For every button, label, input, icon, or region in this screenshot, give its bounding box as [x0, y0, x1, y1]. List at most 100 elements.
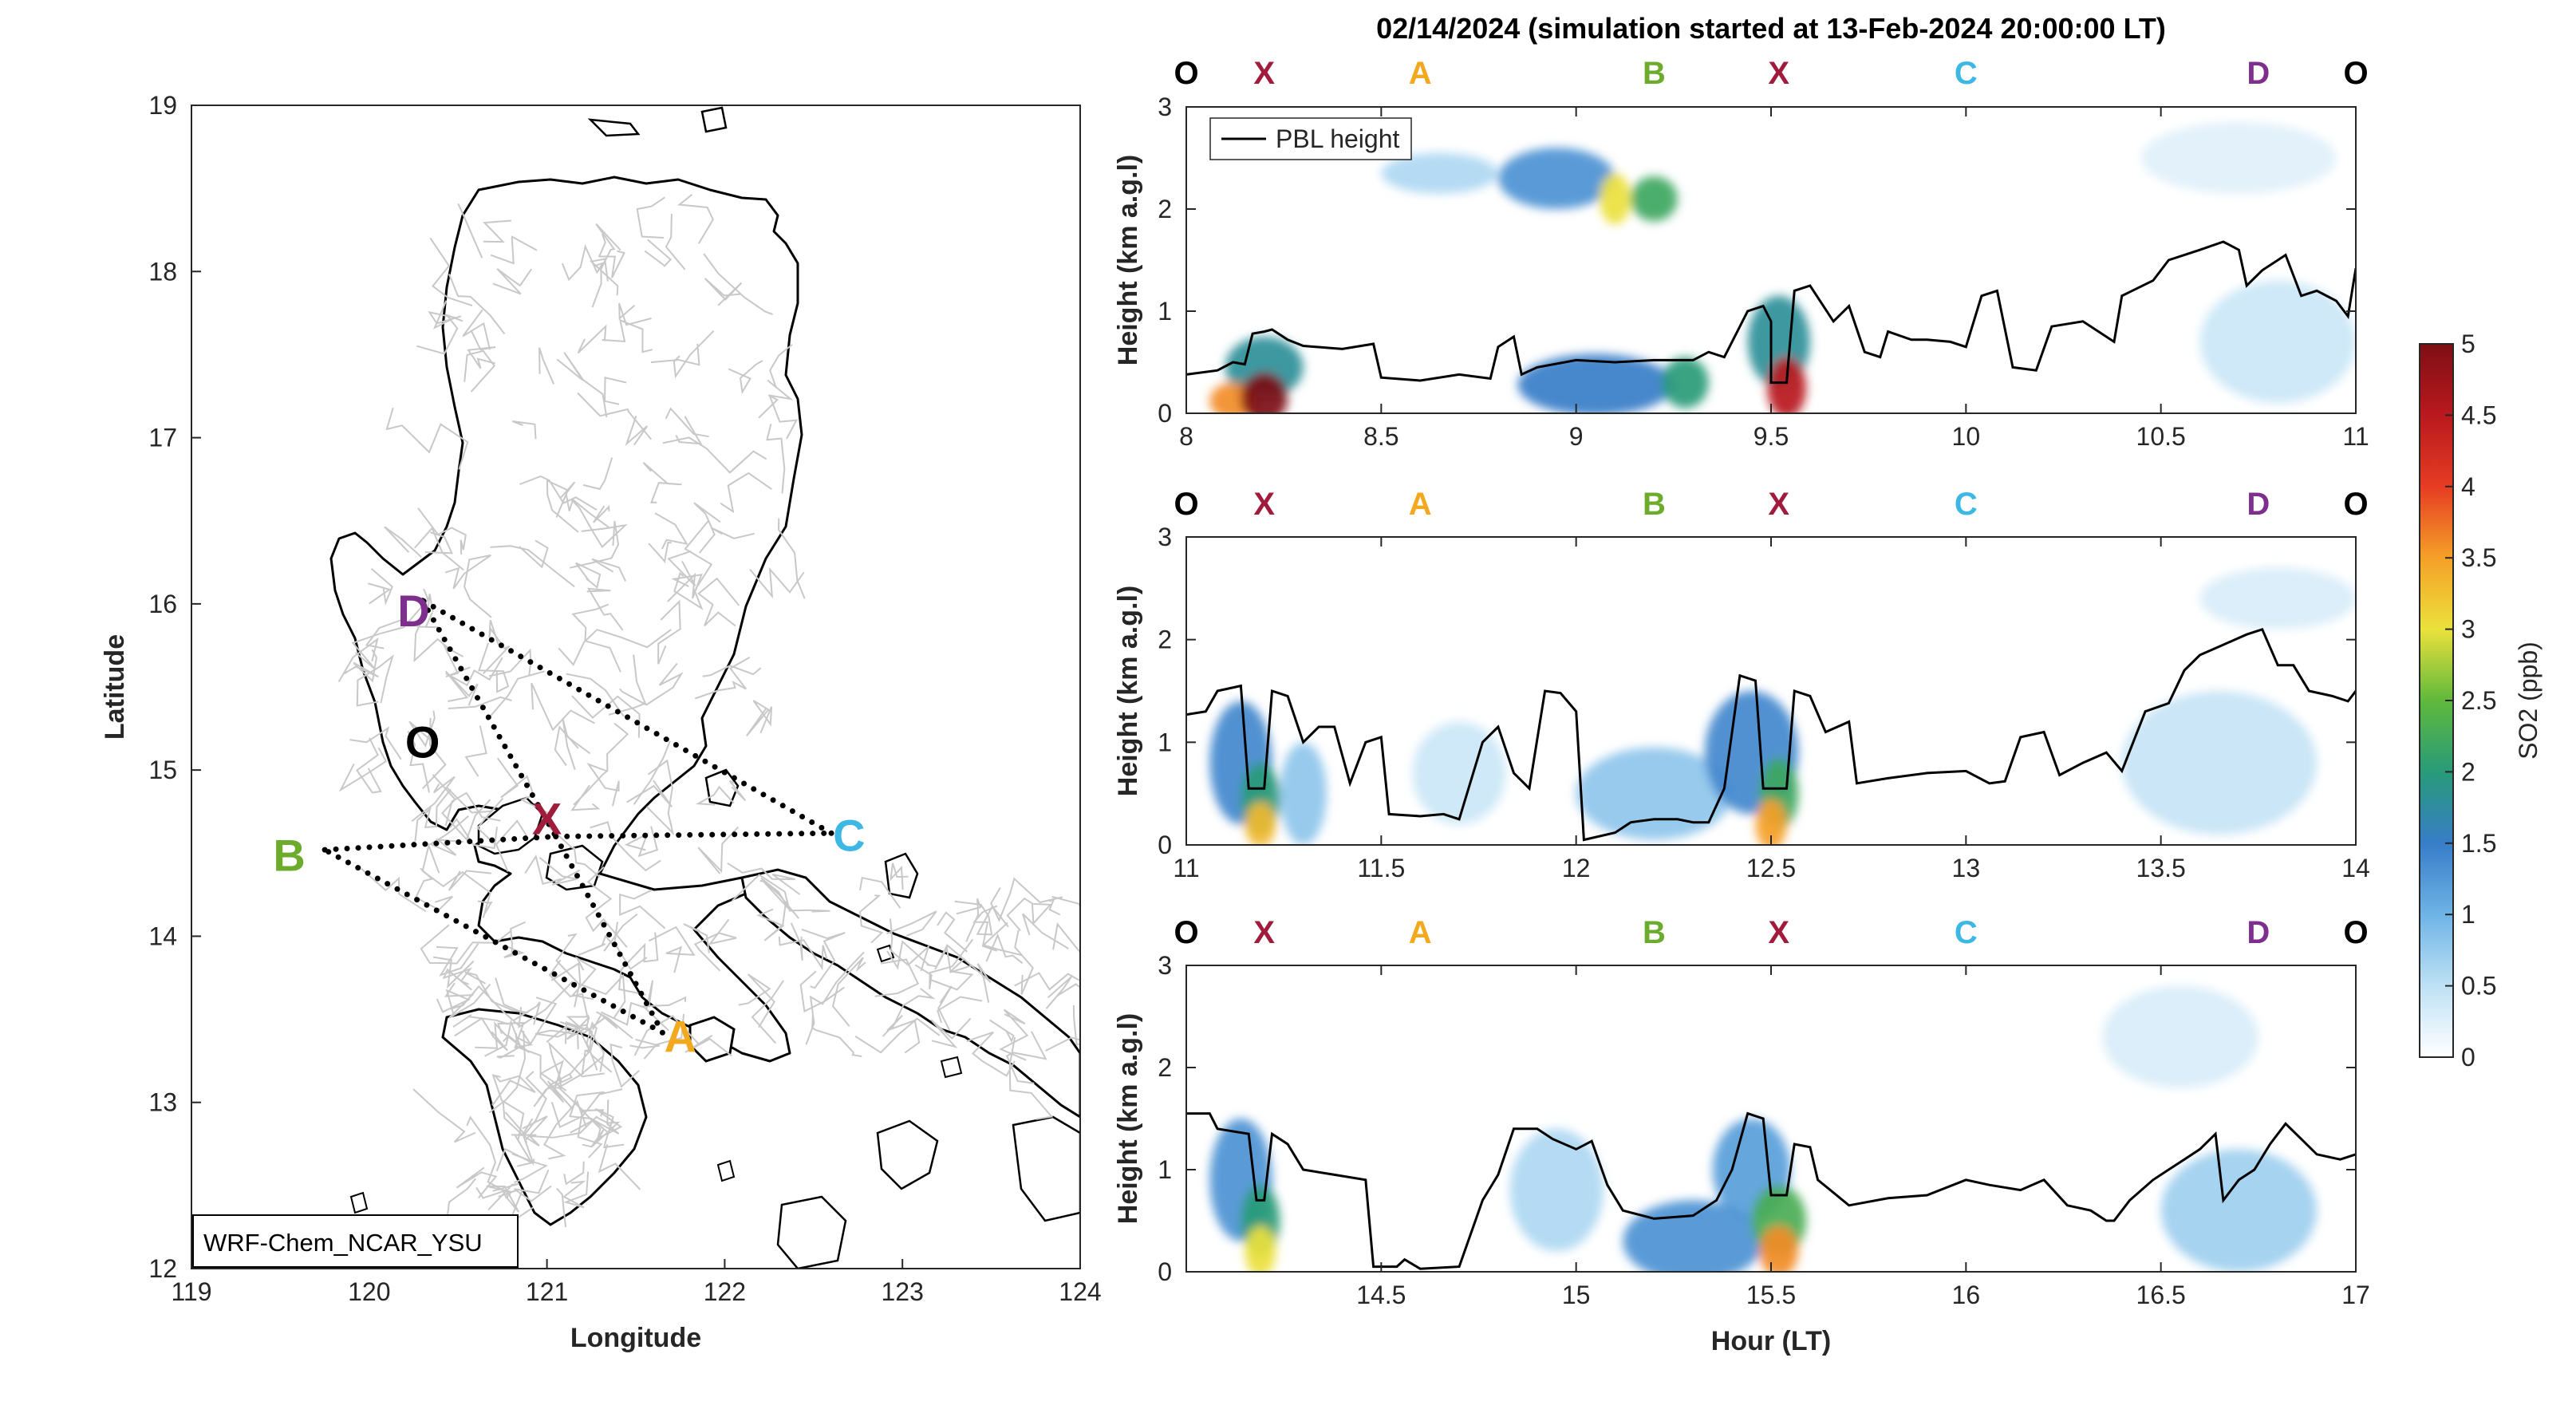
so2-cell — [1241, 372, 1288, 413]
province-boundary — [990, 877, 1063, 922]
flight-track-segment — [420, 598, 834, 836]
province-boundary — [368, 567, 393, 606]
province-boundary — [448, 274, 506, 335]
y-tick-label: 0 — [1158, 399, 1172, 428]
province-boundary — [562, 1171, 590, 1209]
map-panel: 119 120 121 122 123 124 12 13 14 15 16 17 18 19 Long… — [100, 91, 1102, 1353]
province-boundary — [966, 1031, 1016, 1077]
province-boundary — [585, 866, 628, 948]
so2-cell — [2160, 1149, 2318, 1272]
province-boundary — [831, 957, 866, 1027]
colorbar-tick-label: 4 — [2461, 472, 2475, 501]
province-boundary — [598, 233, 625, 278]
so2-cell — [1631, 176, 1678, 222]
x-tick-label: 10 — [1952, 422, 1981, 451]
so2-cell — [1225, 337, 1304, 398]
waypoint-label-b: B — [1643, 915, 1666, 950]
province-boundary — [586, 1016, 605, 1072]
province-boundary — [697, 577, 740, 627]
province-boundary — [356, 737, 382, 794]
so2-field-blur — [1209, 985, 2318, 1272]
y-tick-label: 1 — [1158, 1155, 1172, 1184]
province-boundary — [476, 797, 504, 844]
province-boundary — [483, 219, 511, 243]
province-boundary — [624, 826, 659, 858]
province-boundary — [1014, 972, 1080, 991]
y-tick-label: 3 — [1158, 951, 1172, 980]
province-boundary — [520, 997, 558, 1046]
province-boundary — [790, 922, 803, 961]
province-boundary — [487, 1182, 519, 1211]
province-boundary — [445, 670, 479, 706]
x-tick-label: 9.5 — [1753, 422, 1789, 451]
province-boundary — [550, 1088, 623, 1128]
province-boundary — [749, 566, 805, 599]
province-boundary — [592, 1013, 633, 1040]
province-boundary — [1008, 1036, 1054, 1120]
province-boundary — [675, 416, 703, 445]
so2-cell — [1755, 799, 1787, 845]
province-boundary — [976, 963, 992, 1003]
province-boundary — [570, 784, 601, 811]
waypoint-label-x: X — [1253, 915, 1275, 950]
map-y-tick-label: 19 — [148, 91, 177, 120]
x-tick-label: 14 — [2341, 854, 2370, 882]
so2-field — [1209, 567, 2356, 845]
province-boundary — [477, 900, 493, 916]
province-boundary — [547, 1040, 605, 1083]
province-boundary — [650, 343, 700, 366]
so2-cell — [1381, 152, 1498, 194]
province-boundary — [462, 309, 491, 350]
province-boundary — [490, 235, 538, 265]
province-boundary — [648, 926, 696, 973]
map-y-tick-label: 16 — [148, 590, 177, 618]
so2-field — [1209, 985, 2318, 1272]
so2-cell — [1576, 747, 1733, 840]
province-boundary — [711, 527, 755, 539]
province-boundary — [582, 457, 613, 491]
province-boundary — [937, 996, 983, 1024]
so2-cell — [2102, 985, 2258, 1088]
x-axis-label: Hour (LT) — [1711, 1326, 1831, 1356]
legend: PBL height — [1209, 117, 1412, 160]
province-boundary — [732, 874, 830, 913]
province-boundary — [503, 921, 527, 958]
x-tick-label: 11.5 — [1357, 854, 1405, 882]
waypoint-label-o: O — [1174, 56, 1198, 91]
province-boundary — [424, 531, 453, 555]
province-boundary — [1014, 930, 1034, 995]
province-boundary — [937, 985, 953, 1031]
province-boundary — [580, 1109, 605, 1147]
province-boundary — [538, 347, 555, 385]
province-boundary — [554, 725, 579, 767]
province-boundary — [598, 1143, 641, 1190]
so2-field — [1209, 122, 2356, 413]
map-x-tick-label: 120 — [348, 1277, 390, 1306]
province-boundary — [569, 1091, 610, 1135]
waypoint-label-x: X — [1768, 56, 1789, 91]
map-axes-frame — [191, 105, 1081, 1269]
province-boundary — [445, 786, 495, 814]
waypoint-label-a: A — [1409, 487, 1432, 522]
province-boundary — [600, 980, 654, 1026]
so2-cell — [1280, 742, 1327, 845]
province-boundary — [338, 747, 388, 792]
province-boundary — [519, 475, 598, 511]
province-boundary — [557, 1072, 603, 1158]
province-boundary — [442, 967, 472, 991]
province-boundary — [604, 377, 627, 405]
province-boundary — [657, 599, 681, 665]
province-boundary — [574, 562, 602, 589]
map-y-axis-label: Latitude — [100, 634, 130, 740]
province-boundary — [457, 203, 483, 259]
province-boundary — [492, 268, 533, 295]
map-waypoint-labels: D O X C B A — [273, 586, 865, 1061]
province-boundary — [874, 958, 920, 997]
province-boundary — [495, 1134, 537, 1172]
waypoint-label-o: O — [1174, 915, 1198, 950]
province-boundary — [408, 710, 436, 748]
babuyan-islands — [587, 106, 728, 137]
province-boundary — [571, 603, 621, 673]
province-boundary — [416, 612, 439, 629]
province-boundary — [981, 922, 1024, 957]
